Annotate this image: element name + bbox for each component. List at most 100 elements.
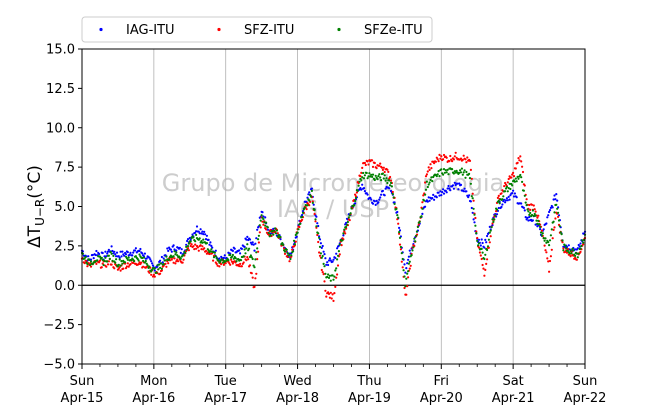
data-point (525, 198, 528, 201)
data-point (489, 229, 492, 232)
data-point (107, 248, 110, 251)
data-point (387, 170, 390, 173)
data-point (118, 256, 121, 259)
data-point (521, 170, 525, 174)
data-point (259, 226, 262, 229)
data-point (334, 256, 337, 260)
data-point (433, 198, 436, 201)
data-point (100, 256, 103, 259)
data-point (329, 279, 332, 282)
data-point (251, 257, 254, 261)
data-point (477, 242, 481, 245)
data-point (326, 275, 329, 279)
data-point (338, 253, 341, 256)
data-point (533, 212, 536, 216)
data-point (110, 263, 113, 266)
data-point (491, 218, 494, 221)
data-point (398, 232, 401, 235)
data-point (489, 235, 492, 238)
data-point (440, 168, 443, 171)
data-point (238, 265, 241, 268)
data-point (179, 251, 182, 254)
data-point (392, 196, 395, 199)
data-point (542, 228, 545, 231)
data-point (480, 238, 483, 241)
data-point (442, 192, 446, 195)
data-point (202, 238, 205, 241)
data-point (386, 181, 389, 185)
data-point (109, 250, 112, 254)
data-point (465, 161, 468, 164)
data-point (192, 236, 195, 239)
data-point (311, 201, 314, 204)
data-point (233, 247, 236, 250)
data-point (118, 258, 121, 261)
data-point (151, 268, 154, 271)
data-point (366, 177, 369, 180)
data-point (286, 252, 289, 255)
data-point (132, 261, 135, 264)
data-point (517, 177, 520, 180)
data-point (263, 221, 266, 224)
data-point (205, 234, 208, 237)
data-point (388, 179, 391, 182)
data-point (207, 238, 210, 241)
data-point (262, 223, 265, 226)
data-point (186, 238, 190, 241)
data-point (504, 201, 507, 204)
legend-marker-iag-itu (99, 27, 103, 32)
data-point (159, 272, 162, 275)
data-point (424, 175, 428, 178)
data-point (142, 265, 145, 268)
data-point (545, 222, 548, 225)
data-point (316, 222, 319, 225)
data-point (98, 261, 101, 264)
data-point (377, 175, 380, 178)
data-point (89, 260, 93, 263)
data-point (468, 159, 472, 162)
data-point (197, 249, 200, 252)
data-point (374, 174, 377, 177)
data-point (552, 220, 555, 223)
y-tick-label: −2.5 (43, 318, 75, 333)
data-point (511, 184, 514, 187)
data-point (477, 238, 481, 241)
data-point (200, 248, 203, 251)
data-point (504, 187, 508, 190)
data-point (290, 254, 293, 257)
data-point (327, 273, 330, 276)
data-point (547, 214, 550, 217)
data-point (242, 255, 245, 258)
data-point (142, 259, 145, 263)
data-point (166, 247, 169, 250)
data-point (431, 197, 434, 200)
data-point (383, 194, 386, 197)
data-point (217, 259, 220, 262)
data-point (401, 266, 404, 269)
data-point (277, 234, 280, 237)
data-point (399, 248, 402, 251)
data-point (406, 262, 409, 265)
data-point (480, 257, 483, 261)
data-point (261, 211, 264, 214)
data-point (310, 187, 313, 190)
data-point (144, 259, 147, 263)
data-point (142, 256, 146, 259)
data-point (301, 210, 305, 213)
data-point (399, 245, 402, 249)
data-point (539, 231, 543, 234)
data-point (247, 258, 250, 261)
data-point (424, 193, 427, 196)
data-point (459, 183, 463, 186)
data-point (239, 259, 243, 262)
grid (153, 49, 514, 364)
data-point (513, 180, 517, 183)
data-point (430, 167, 433, 170)
data-point (371, 165, 375, 168)
data-point (281, 242, 284, 245)
data-point (354, 202, 357, 205)
data-point (503, 198, 506, 201)
data-point (432, 193, 435, 196)
data-point (301, 215, 304, 218)
data-point (439, 157, 442, 160)
